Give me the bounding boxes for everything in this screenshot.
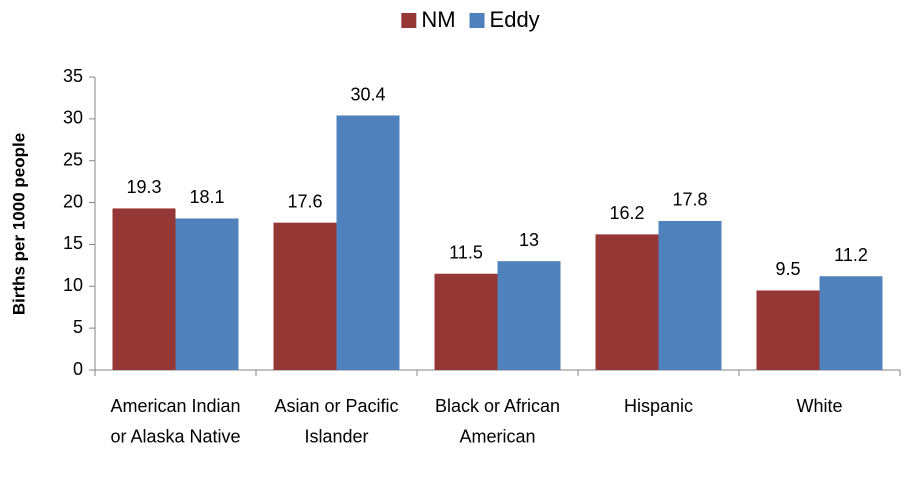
value-label: 17.8 [672,190,707,210]
y-tick-label: 15 [63,233,83,253]
value-label: 16.2 [609,203,644,223]
x-tick-label: American Indian or Alaska Native [110,396,240,447]
bar [595,234,659,370]
value-label: 17.6 [287,191,322,211]
bar [756,290,820,370]
bar [497,261,561,370]
bar [658,220,722,370]
bar [273,222,337,370]
bar [112,208,176,370]
x-tick-label: Hispanic [624,396,693,416]
bar [336,115,400,370]
legend-label: Eddy [490,7,540,32]
value-label: 19.3 [126,177,161,197]
y-tick-label: 10 [63,275,83,295]
bar [175,218,239,370]
y-tick-label: 20 [63,191,83,211]
y-tick-label: 0 [73,359,83,379]
y-axis-label: Births per 1000 people [9,133,28,315]
legend-swatch [469,13,485,28]
legend-label: NM [421,7,455,32]
y-tick-label: 30 [63,108,83,128]
value-label: 9.5 [775,259,800,279]
x-tick-label: Asian or Pacific Islander [274,396,398,447]
value-label: 18.1 [189,187,224,207]
y-tick-label: 35 [63,66,83,86]
y-tick-label: 5 [73,317,83,337]
bar [819,276,883,370]
x-tick-label: Black or African American [435,396,560,447]
x-tick-label: White [796,396,842,416]
value-label: 13 [519,230,539,250]
legend-swatch [401,13,417,28]
value-label: 11.2 [834,245,868,265]
value-label: 30.4 [350,84,385,104]
y-tick-label: 25 [63,149,83,169]
bar [434,273,498,370]
value-label: 11.5 [449,242,483,262]
